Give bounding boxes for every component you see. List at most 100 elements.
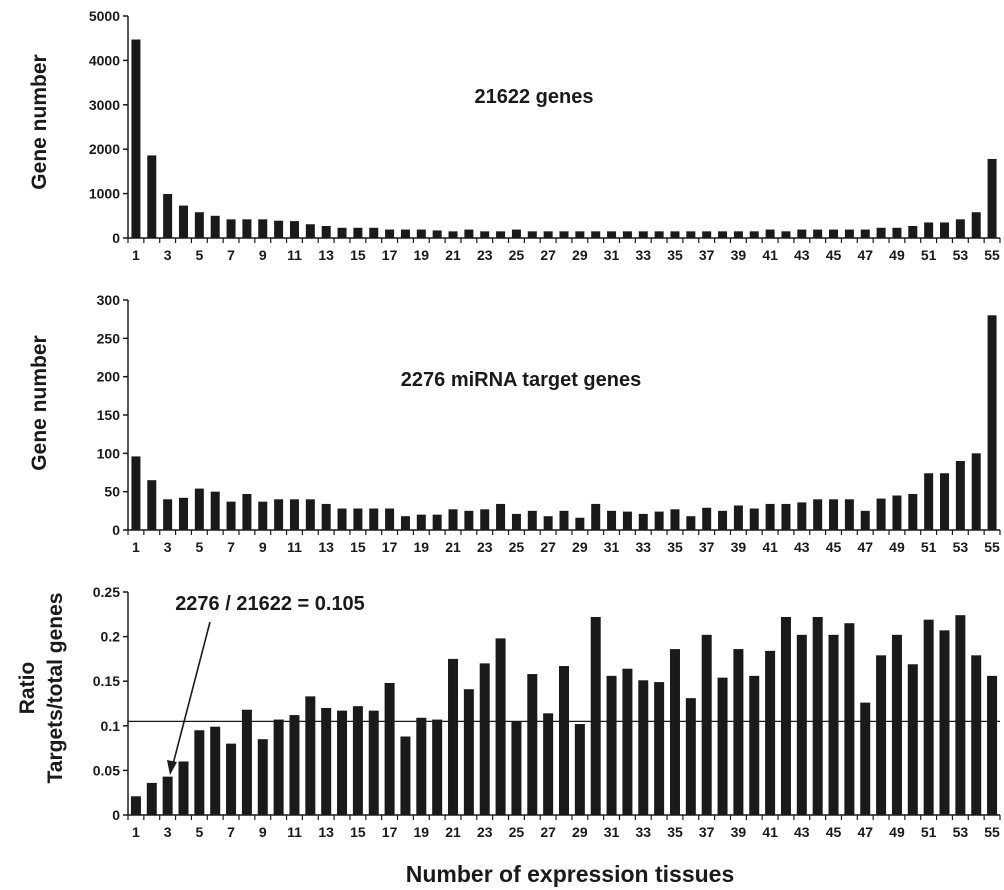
bar [654,231,664,238]
x-tick-label: 33 [635,539,651,555]
bar [274,220,284,238]
bar [448,509,458,530]
x-tick-label: 7 [227,247,235,263]
bar [400,736,411,815]
bar [321,226,331,238]
bar [955,461,965,530]
bar [765,503,775,530]
bar [622,231,632,238]
bar [194,212,204,238]
bar [385,508,395,530]
bar [607,231,617,238]
x-tick-label: 31 [604,539,620,555]
x-tick-label: 43 [794,539,810,555]
y-tick-label: 50 [104,484,120,500]
x-tick-label: 47 [857,247,873,263]
x-tick-label: 1 [132,247,140,263]
bar [496,503,506,530]
bar [210,726,221,815]
y-tick-label: 0.05 [93,762,120,778]
bar [844,499,854,530]
bar [210,491,220,530]
bar [702,231,712,238]
x-tick-label: 27 [540,247,556,263]
x-tick-label: 7 [227,539,235,555]
bar [718,510,728,530]
y-tick-label: 0.2 [101,629,121,645]
x-tick-label: 35 [667,824,683,840]
bar [416,514,426,530]
x-tick-label: 5 [195,247,203,263]
bar [876,655,887,815]
x-tick-label: 31 [604,824,620,840]
x-tick-label: 33 [635,247,651,263]
bar [844,623,855,815]
x-tick-label: 43 [794,247,810,263]
x-tick-label: 31 [604,247,620,263]
bar [860,702,871,815]
bar [638,513,648,530]
bar [353,227,363,238]
bar [733,231,743,238]
bar [876,498,886,530]
x-tick-label: 19 [414,824,430,840]
bar [908,493,918,530]
x-tick-label: 9 [259,247,267,263]
bar [908,226,918,238]
x-tick-label: 13 [318,539,334,555]
bar [813,499,823,530]
bar [892,495,902,530]
bar [448,231,458,238]
x-tick-label: 19 [414,247,430,263]
panel-mirna-target-genes: 2276 miRNA target genes Gene number 0 50 1… [28,292,1001,555]
bar [780,616,791,815]
bar [923,619,934,815]
bar [955,615,966,815]
x-tick-label: 47 [857,824,873,840]
x-tick-label: 37 [699,539,715,555]
bar [432,230,442,238]
bar [178,205,188,238]
x-tick-label: 3 [164,824,172,840]
bar [575,517,585,530]
bar [464,510,474,530]
x-tick-label: 15 [350,539,366,555]
x-tick-label: 55 [984,539,1000,555]
bar [352,706,363,815]
y-tick-label: 0 [112,522,120,538]
bar [464,229,474,238]
bar [829,499,839,530]
bar [591,503,601,530]
bar [178,497,188,530]
bar [163,194,173,238]
x-tick-label: 25 [509,824,525,840]
bar [607,510,617,530]
bar [337,227,347,238]
bar [971,655,982,815]
bar [590,616,601,815]
bar [860,510,870,530]
panel-ratio: 2276 / 21622 = 0.105 Ratio Targets/total… [16,584,1001,887]
x-tick-label: 23 [477,539,493,555]
x-tick-label: 55 [984,824,1000,840]
x-tick-label: 39 [731,539,747,555]
annotation-ratio-formula: 2276 / 21622 = 0.105 [175,593,365,615]
bar [924,222,934,238]
x-tick-label: 37 [699,824,715,840]
bar [321,503,331,530]
x-tick-label: 47 [857,539,873,555]
bar [813,229,823,238]
x-tick-label: 53 [953,824,969,840]
bar [337,508,347,530]
y-tick-label: 100 [97,445,121,461]
panel-total-genes: 21622 genes Gene number 0 1000 2000 3000 400… [28,8,1001,263]
bar [463,689,474,815]
annotation-2276-target-genes: 2276 miRNA target genes [401,369,641,391]
annotation-arrow-shaft [171,621,211,769]
bar [686,231,696,238]
y-axis-label: Ratio [16,662,39,715]
bar [448,658,459,815]
bar [733,505,743,530]
bar [860,229,870,238]
